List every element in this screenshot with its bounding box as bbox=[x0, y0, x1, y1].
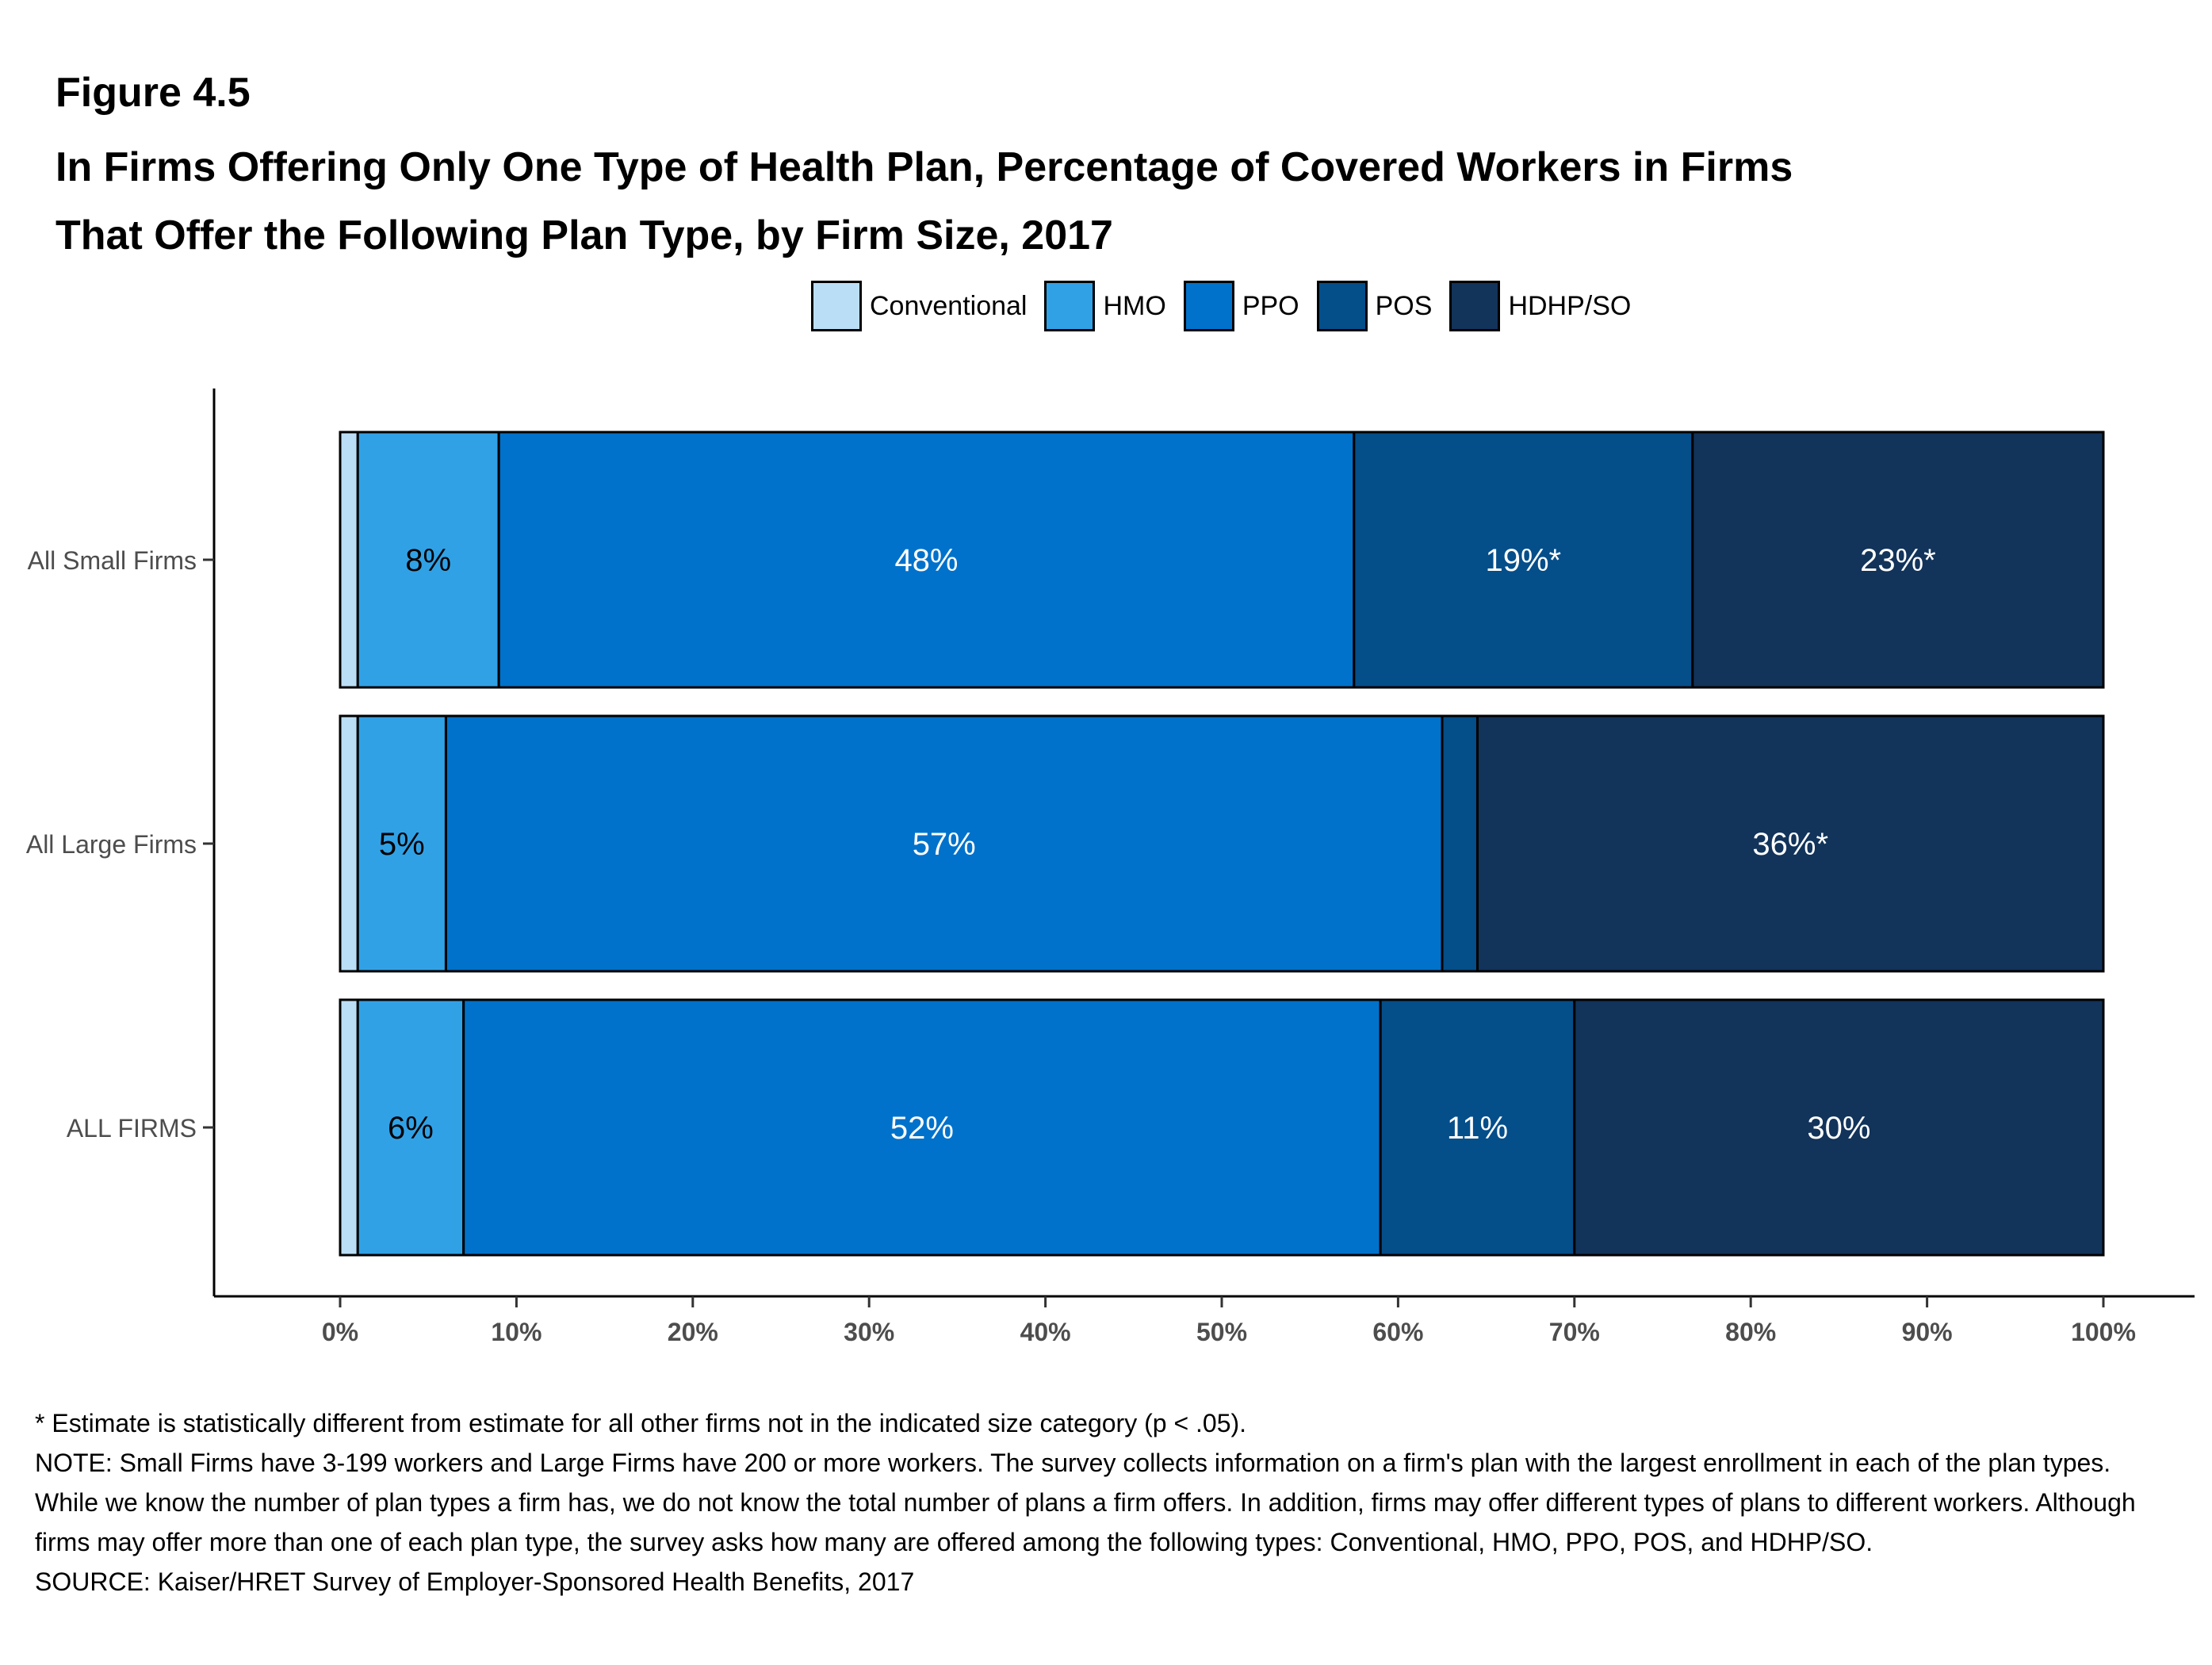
legend-label-conventional: Conventional bbox=[870, 290, 1028, 321]
bar-all-firms-hmo bbox=[356, 998, 465, 1257]
bar-all-large-firms-hmo bbox=[356, 714, 447, 973]
legend-item-hmo: HMO bbox=[1044, 281, 1166, 331]
bar-all-small-firms-ppo bbox=[497, 431, 1356, 689]
footnotes: * Estimate is statistically different fr… bbox=[35, 1403, 2144, 1602]
data-label-all-large-firms-ppo: 57% bbox=[913, 827, 976, 862]
x-tick-label: 20% bbox=[668, 1318, 718, 1346]
data-label-all-large-firms-hdhp-so: 36%* bbox=[1752, 827, 1828, 862]
legend-label-pos: POS bbox=[1375, 290, 1433, 321]
bar-all-large-firms-pos bbox=[1441, 714, 1479, 973]
x-tick-label: 30% bbox=[844, 1318, 894, 1346]
legend-label-hmo: HMO bbox=[1103, 290, 1166, 321]
chart-title-line-1: In Firms Offering Only One Type of Healt… bbox=[55, 144, 1793, 190]
bar-all-small-firms-conventional bbox=[339, 431, 359, 689]
x-tick-label: 80% bbox=[1725, 1318, 1776, 1346]
stacked-bar-chart: 8% 48% 19%* 23%* 5% 57% 36%* 6% 52% 11% 30% 0% 10% 2… bbox=[26, 388, 2195, 1346]
legend-item-ppo: PPO bbox=[1183, 281, 1299, 331]
x-tick-label: 60% bbox=[1372, 1318, 1423, 1346]
data-label-all-small-firms-hmo: 8% bbox=[405, 543, 451, 578]
bar-all-firms-ppo bbox=[462, 998, 1382, 1257]
chart-legend: Conventional HMO PPO POS HDHP/SO bbox=[811, 279, 1648, 333]
chart-title-line-2: That Offer the Following Plan Type, by F… bbox=[55, 212, 1113, 258]
tick-labels: 0% 10% 20% 30% 40% 50% 60% 70% 80% 90% 100% All Sma… bbox=[26, 546, 2136, 1346]
footnote-significance: * Estimate is statistically different fr… bbox=[35, 1409, 1247, 1437]
bar-all-large-firms-hdhp-so bbox=[1475, 714, 2105, 973]
bar-all-small-firms-hmo bbox=[356, 431, 500, 689]
legend-swatch-hmo bbox=[1044, 281, 1096, 331]
y-tick-label-all-small-firms: All Small Firms bbox=[28, 546, 197, 575]
data-label-all-small-firms-pos: 19%* bbox=[1485, 543, 1561, 578]
x-tick-label: 90% bbox=[1902, 1318, 1953, 1346]
data-label-all-firms-pos: 11% bbox=[1447, 1111, 1508, 1146]
legend-label-hdhp-so: HDHP/SO bbox=[1508, 290, 1632, 321]
data-label-all-firms-ppo: 52% bbox=[890, 1111, 954, 1146]
legend-item-hdhp-so: HDHP/SO bbox=[1449, 281, 1631, 331]
bar-all-firms-pos bbox=[1379, 998, 1576, 1257]
x-tick-label: 0% bbox=[322, 1318, 358, 1346]
data-label-all-small-firms-hdhp-so: 23%* bbox=[1860, 543, 1936, 578]
data-label-all-large-firms-hmo: 5% bbox=[379, 827, 425, 862]
footnote-note: NOTE: Small Firms have 3-199 workers and… bbox=[35, 1449, 2136, 1556]
legend-item-conventional: Conventional bbox=[811, 281, 1027, 331]
legend-item-pos: POS bbox=[1316, 281, 1433, 331]
x-tick-label: 50% bbox=[1196, 1318, 1247, 1346]
bar-all-firms-hdhp-so bbox=[1573, 998, 2105, 1257]
bar-all-firms-conventional bbox=[339, 998, 359, 1257]
data-label-all-firms-hdhp-so: 30% bbox=[1807, 1111, 1870, 1146]
x-tick-label: 70% bbox=[1549, 1318, 1600, 1346]
y-tick-label-all-firms: ALL FIRMS bbox=[67, 1114, 197, 1143]
legend-swatch-conventional bbox=[811, 281, 862, 331]
x-tick-label: 40% bbox=[1020, 1318, 1071, 1346]
bar-all-small-firms-pos bbox=[1353, 431, 1694, 689]
x-tick-label: 10% bbox=[491, 1318, 542, 1346]
legend-label-ppo: PPO bbox=[1242, 290, 1299, 321]
figure-label: Figure 4.5 bbox=[55, 70, 251, 116]
legend-swatch-hdhp-so bbox=[1449, 281, 1501, 331]
bar-all-large-firms-ppo bbox=[444, 714, 1444, 973]
legend-swatch-pos bbox=[1316, 281, 1368, 331]
x-tick-label: 100% bbox=[2071, 1318, 2136, 1346]
data-label-all-firms-hmo: 6% bbox=[388, 1111, 434, 1146]
data-label-all-small-firms-ppo: 48% bbox=[894, 543, 958, 578]
legend-swatch-ppo bbox=[1183, 281, 1234, 331]
bar-all-small-firms-hdhp-so bbox=[1691, 431, 2105, 689]
footnote-source: SOURCE: Kaiser/HRET Survey of Employer-S… bbox=[35, 1567, 915, 1596]
bar-all-large-firms-conventional bbox=[339, 714, 359, 973]
bars: 8% 48% 19%* 23%* 5% 57% 36%* 6% 52% 11% 30% bbox=[339, 431, 2105, 1257]
y-tick-label-all-large-firms: All Large Firms bbox=[26, 830, 197, 859]
chart-title: In Firms Offering Only One Type of Healt… bbox=[55, 133, 2117, 270]
